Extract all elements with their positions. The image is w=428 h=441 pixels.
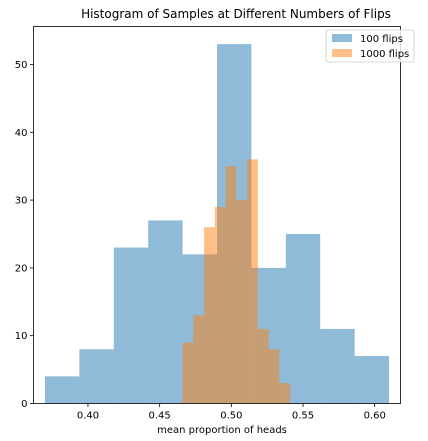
bars-layer <box>44 44 390 404</box>
x-tick-label: 0.50 <box>220 411 242 422</box>
histogram-bar-1000-flips <box>279 383 291 404</box>
histogram-bar-100-flips <box>354 356 390 404</box>
y-tick-label: 10 <box>15 331 28 342</box>
histogram-bar-1000-flips <box>257 328 269 404</box>
legend-label-100-flips: 100 flips <box>360 34 403 45</box>
y-tick-label: 30 <box>15 196 28 207</box>
histogram-bar-1000-flips <box>182 342 194 404</box>
histogram-bar-1000-flips <box>225 166 237 404</box>
histogram-bar-100-flips <box>148 220 183 404</box>
histogram-bar-1000-flips <box>214 206 226 404</box>
histogram-bar-1000-flips <box>247 159 258 404</box>
histogram-bar-1000-flips <box>236 200 248 404</box>
histogram-bar-100-flips <box>285 233 321 404</box>
y-tick-label: 40 <box>15 128 28 139</box>
legend-swatch-100-flips <box>332 34 352 42</box>
histogram-bar-1000-flips <box>193 315 205 404</box>
plot-frame <box>33 26 401 404</box>
histogram-bar-100-flips <box>320 328 355 404</box>
x-axis-label: mean proportion of heads <box>157 425 287 436</box>
x-axis: 0.40 0.45 0.50 0.55 0.60 <box>77 403 386 422</box>
y-tick-label: 0 <box>21 399 27 410</box>
histogram-bar-100-flips <box>79 349 114 404</box>
chart-title: Histogram of Samples at Different Number… <box>81 7 391 21</box>
x-tick-label: 0.55 <box>292 411 314 422</box>
legend-label-1000-flips: 1000 flips <box>360 49 409 60</box>
x-tick-label: 0.40 <box>77 411 99 422</box>
histogram-bar-1000-flips <box>204 227 215 404</box>
y-tick-label: 20 <box>15 263 28 274</box>
y-axis: 0 10 20 30 40 50 <box>15 60 34 410</box>
histogram-bar-100-flips <box>44 376 80 404</box>
legend: 100 flips 1000 flips <box>325 29 415 63</box>
y-tick-label: 50 <box>15 60 28 71</box>
x-tick-label: 0.60 <box>364 411 386 422</box>
x-tick-label: 0.45 <box>149 411 171 422</box>
legend-swatch-1000-flips <box>332 49 352 57</box>
histogram-bar-100-flips <box>113 247 149 404</box>
histogram-bar-1000-flips <box>268 349 280 404</box>
